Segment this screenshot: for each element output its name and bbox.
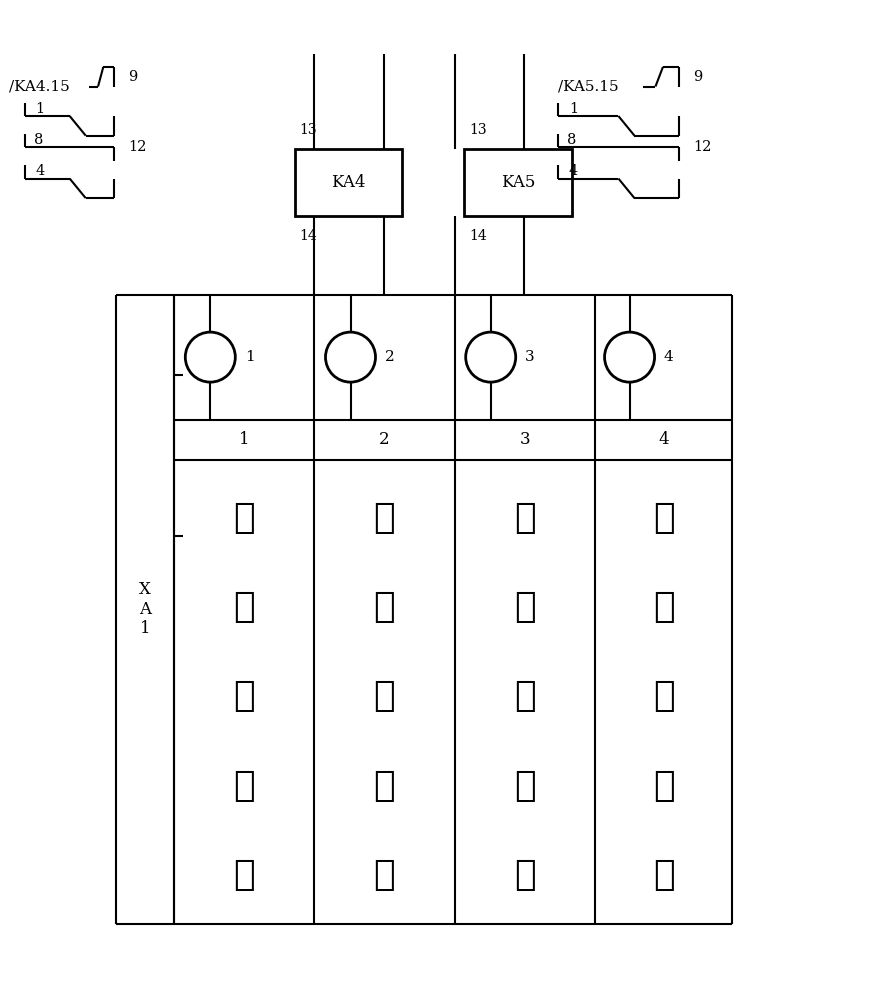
Text: 3: 3	[525, 350, 535, 364]
Text: 停: 停	[513, 501, 536, 535]
Text: 泵: 泵	[373, 858, 396, 892]
Text: KA5: KA5	[501, 174, 535, 191]
Text: 1: 1	[36, 102, 45, 116]
Bar	[295, 149, 402, 216]
Text: 12: 12	[129, 140, 147, 154]
Text: KA4: KA4	[331, 174, 365, 191]
Text: 止: 止	[513, 590, 536, 624]
Bar	[464, 149, 572, 216]
Text: 4: 4	[658, 431, 669, 448]
Text: 启: 启	[233, 501, 255, 535]
Text: 14: 14	[469, 229, 487, 243]
Text: 1: 1	[569, 102, 578, 116]
Text: 13: 13	[299, 123, 317, 137]
Text: /KA5.15: /KA5.15	[558, 80, 619, 94]
Text: 动: 动	[233, 590, 255, 624]
Text: 9: 9	[129, 70, 138, 84]
Text: 停: 停	[653, 501, 674, 535]
Text: 相: 相	[233, 769, 255, 803]
Text: 相: 相	[513, 769, 536, 803]
Text: 启: 启	[373, 501, 396, 535]
Text: 三: 三	[513, 679, 536, 713]
Text: 9: 9	[693, 70, 702, 84]
Text: 1: 1	[239, 431, 249, 448]
Text: 动: 动	[373, 590, 396, 624]
Text: 1: 1	[245, 350, 255, 364]
Text: 4: 4	[664, 350, 673, 364]
Text: 4: 4	[36, 164, 45, 178]
Text: 8: 8	[34, 133, 43, 147]
Text: 泵: 泵	[513, 858, 536, 892]
Text: 2: 2	[385, 350, 395, 364]
Text: 14: 14	[299, 229, 317, 243]
Text: 13: 13	[469, 123, 487, 137]
Text: X
A
1: X A 1	[139, 581, 151, 637]
Text: 3: 3	[520, 431, 530, 448]
Text: 相: 相	[653, 769, 674, 803]
Text: /KA4.15: /KA4.15	[9, 80, 70, 94]
Text: 三: 三	[233, 679, 255, 713]
Text: 泵: 泵	[233, 858, 255, 892]
Text: 相: 相	[373, 769, 396, 803]
Text: 三: 三	[653, 679, 674, 713]
Text: 止: 止	[653, 590, 674, 624]
Text: 三: 三	[373, 679, 396, 713]
Text: 12: 12	[693, 140, 712, 154]
Text: 泵: 泵	[653, 858, 674, 892]
Text: 2: 2	[380, 431, 389, 448]
Text: 8: 8	[567, 133, 576, 147]
Text: 4: 4	[569, 164, 578, 178]
